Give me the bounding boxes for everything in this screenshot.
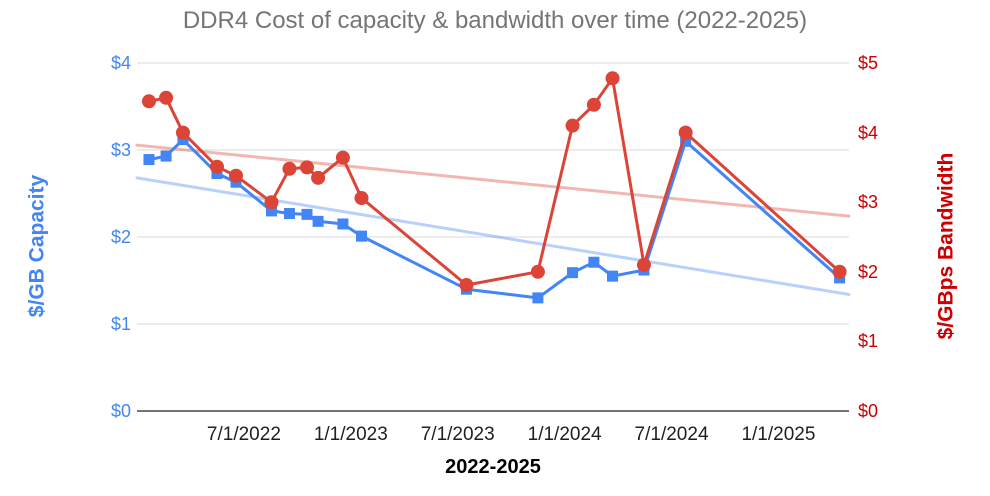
- capacity-point-marker: [265, 205, 277, 217]
- bandwidth-point-marker: [354, 191, 369, 206]
- bandwidth-point-marker: [175, 125, 190, 140]
- bandwidth-point-marker: [586, 97, 601, 112]
- bandwidth-point-marker: [228, 168, 243, 183]
- bandwidth-point-marker: [282, 161, 297, 176]
- x-tick-label: 7/1/2022: [206, 424, 281, 445]
- y-right-tick-label: $5: [858, 53, 879, 73]
- x-tick-label: 1/1/2023: [313, 424, 388, 445]
- capacity-point-marker: [532, 292, 544, 304]
- y-right-tick-label: $1: [858, 331, 879, 352]
- capacity-point-marker: [680, 135, 692, 147]
- bandwidth-point-marker: [159, 90, 174, 105]
- x-tick-label: 7/1/2023: [420, 424, 495, 445]
- bandwidth-point-marker: [636, 257, 651, 272]
- y-left-tick-label: $1: [110, 314, 131, 334]
- y-right-tick-label: $0: [858, 401, 879, 421]
- x-axis-title: 2022-2025: [445, 456, 541, 478]
- bandwidth-point-marker: [141, 94, 156, 109]
- y-left-tick-label: $2: [110, 227, 131, 247]
- bandwidth-point-marker: [459, 278, 474, 293]
- left-axis-title: $/GB Capacity: [25, 174, 49, 318]
- bandwidth-point-marker: [264, 195, 279, 210]
- bandwidth-trendline: [135, 143, 851, 218]
- capacity-point-marker: [312, 215, 324, 227]
- y-right-tick-label: $2: [858, 261, 879, 282]
- capacity-point-marker: [143, 154, 155, 166]
- bandwidth-point-marker: [530, 264, 545, 279]
- capacity-point-marker: [337, 218, 349, 230]
- bandwidth-point-marker: [605, 71, 620, 86]
- capacity-trendline: [135, 176, 851, 296]
- y-right-tick-label: $3: [858, 192, 879, 213]
- capacity-point-marker: [283, 208, 295, 220]
- capacity-point-marker: [607, 270, 619, 282]
- y-left-tick-label: $4: [110, 53, 131, 73]
- capacity-point-marker: [301, 208, 313, 220]
- capacity-point-marker: [567, 267, 579, 279]
- bandwidth-point-marker: [565, 118, 580, 133]
- chart-title: DDR4 Cost of capacity & bandwidth over t…: [182, 7, 808, 34]
- bandwidth-point-marker: [311, 170, 326, 185]
- bandwidth-point-marker: [678, 125, 693, 140]
- bandwidth-point-marker: [299, 160, 314, 175]
- y-left-tick-label: $0: [110, 401, 131, 421]
- capacity-series-line: [147, 138, 842, 300]
- y-left-tick-label: $3: [110, 140, 131, 160]
- bandwidth-point-marker: [209, 159, 224, 174]
- capacity-point-marker: [356, 230, 368, 242]
- capacity-point-marker: [588, 256, 600, 268]
- bandwidth-point-marker: [335, 150, 350, 165]
- right-axis-title: $/GBps Bandwidth: [934, 152, 958, 340]
- bandwidth-point-marker: [832, 264, 847, 279]
- x-tick-label: 1/1/2024: [527, 424, 602, 445]
- capacity-point-marker: [160, 150, 172, 162]
- x-tick-label: 7/1/2024: [634, 424, 709, 445]
- y-right-tick-label: $4: [858, 122, 879, 143]
- x-tick-label: 1/1/2025: [741, 424, 816, 445]
